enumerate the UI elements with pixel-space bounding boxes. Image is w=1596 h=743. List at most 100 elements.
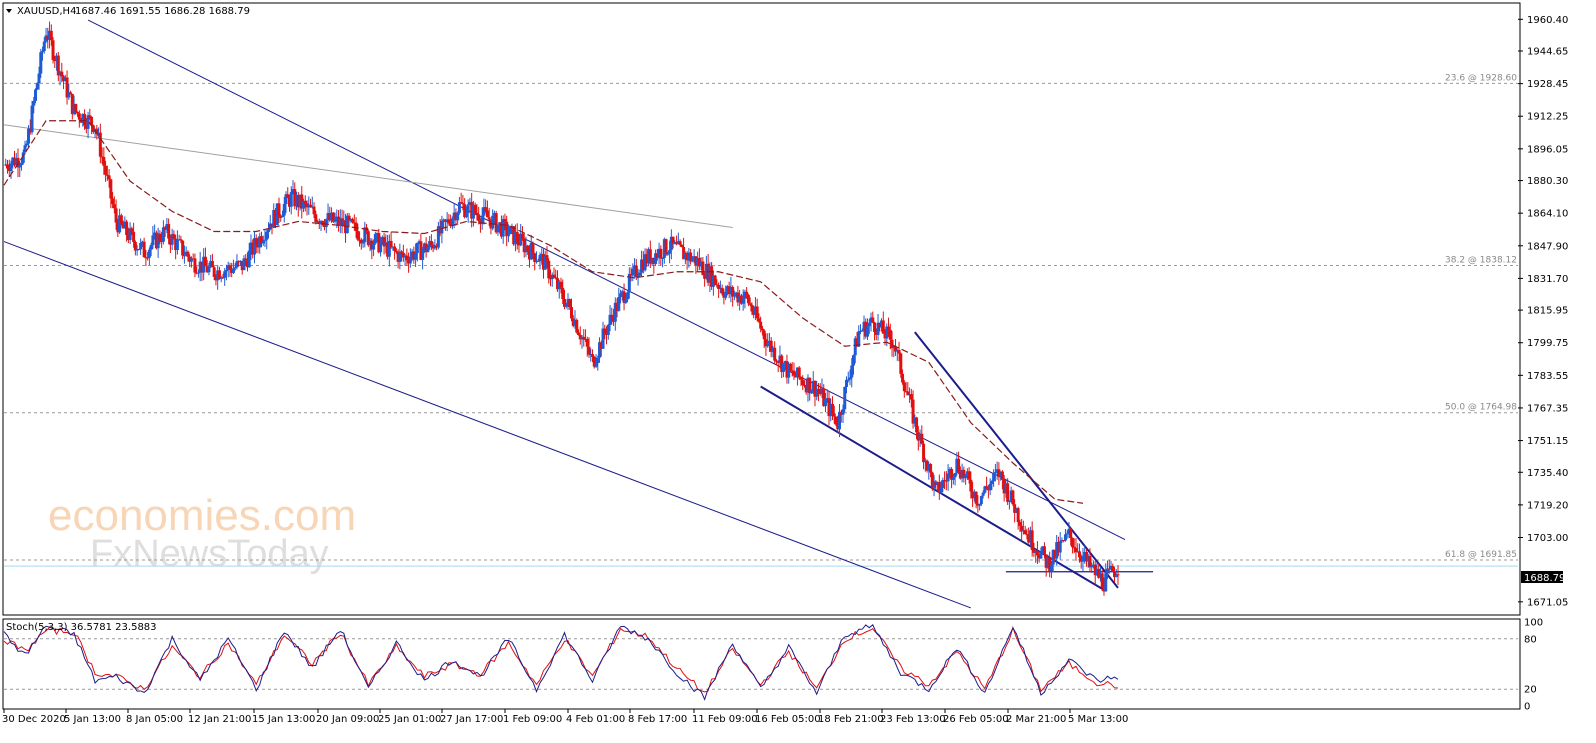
bull-candle [428, 240, 432, 248]
price-tick-label: 1783.55 [1527, 371, 1568, 382]
bear-candle [237, 261, 241, 263]
bear-candle [1030, 530, 1034, 550]
bull-candle [342, 220, 346, 227]
bull-candle [557, 281, 561, 290]
bear-candle [555, 278, 559, 290]
bear-candle [1018, 522, 1022, 526]
bear-candle [309, 204, 313, 208]
bull-candle [307, 204, 311, 208]
bull-candle [97, 132, 101, 135]
bull-candle [624, 299, 628, 303]
bull-candle [636, 275, 640, 278]
bull-candle [732, 294, 736, 297]
bear-candle [904, 391, 908, 393]
fib-label: 61.8 @ 1691.85 [1445, 550, 1517, 560]
bear-candle [251, 242, 255, 255]
bull-candle [249, 242, 253, 251]
bull-candle [895, 349, 899, 352]
bull-candle [999, 471, 1003, 477]
bull-candle [403, 255, 407, 258]
price-tick-label: 1896.05 [1527, 144, 1568, 155]
bear-candle [88, 115, 92, 117]
bull-candle [373, 234, 377, 244]
bear-candle [888, 329, 892, 340]
bear-candle [680, 244, 684, 247]
bear-candle [256, 245, 260, 248]
bear-candle [137, 249, 141, 251]
bear-candle [1037, 555, 1041, 559]
bear-candle [121, 223, 125, 229]
bull-candle [753, 306, 757, 315]
bull-candle [692, 256, 696, 259]
bear-candle [774, 360, 778, 362]
bear-candle [191, 258, 195, 260]
bear-candle [801, 379, 805, 385]
bear-candle [901, 373, 905, 383]
bull-candle [135, 249, 139, 251]
bear-candle [449, 223, 453, 226]
bear-candle [259, 236, 263, 244]
bull-candle [815, 388, 819, 397]
bear-candle [293, 189, 297, 207]
bear-candle [77, 113, 81, 120]
time-tick-label: 18 Feb 21:00 [818, 714, 884, 725]
bull-candle [508, 226, 512, 234]
bull-candle [35, 83, 39, 90]
bull-candle [426, 247, 430, 253]
bull-candle [638, 272, 642, 276]
bear-candle [659, 248, 663, 259]
chart-menu-triangle-icon[interactable] [6, 9, 12, 13]
price-tick-label: 1928.45 [1527, 79, 1568, 90]
bear-candle [757, 318, 761, 322]
bull-candle [198, 261, 202, 273]
bear-candle [570, 307, 574, 319]
bull-candle [683, 253, 687, 260]
bull-candle [422, 243, 426, 250]
bear-candle [254, 238, 258, 246]
bear-candle [377, 233, 381, 253]
bull-candle [857, 331, 861, 347]
bear-candle [312, 206, 316, 215]
bull-candle [846, 379, 850, 381]
bear-candle [762, 330, 766, 340]
bull-candle [908, 394, 912, 396]
bull-candle [983, 486, 987, 493]
bear-candle [746, 295, 750, 304]
bear-candle [548, 278, 552, 280]
bull-candle [633, 265, 637, 269]
bull-candle [224, 269, 228, 272]
watermark-line1: economies.com [48, 491, 356, 540]
bear-candle [356, 231, 360, 240]
bull-candle [280, 215, 284, 218]
bull-candle [156, 233, 160, 249]
bear-candle [957, 458, 961, 472]
bear-candle [969, 479, 973, 492]
bull-candle [538, 255, 542, 262]
bull-candle [1065, 533, 1069, 535]
bull-candle [4, 164, 8, 166]
bear-candle [976, 503, 980, 506]
bull-candle [608, 314, 612, 325]
bear-candle [887, 326, 891, 330]
bull-candle [923, 460, 927, 463]
bear-candle [587, 346, 591, 355]
bull-candle [165, 224, 169, 230]
bear-candle [816, 388, 820, 392]
bull-candle [932, 481, 936, 488]
bear-candle [1079, 557, 1083, 562]
bull-candle [326, 213, 330, 220]
bull-candle [330, 212, 334, 221]
bull-candle [216, 270, 220, 281]
bear-candle [389, 240, 393, 248]
bear-candle [559, 281, 563, 288]
bear-candle [503, 219, 507, 222]
bull-candle [363, 227, 367, 243]
bear-candle [944, 480, 948, 482]
bear-candle [545, 255, 549, 261]
bear-candle [622, 291, 626, 303]
bear-candle [125, 221, 129, 235]
bull-candle [543, 255, 547, 270]
bull-candle [718, 287, 722, 289]
bear-candle [51, 40, 55, 60]
bear-candle [701, 261, 705, 276]
